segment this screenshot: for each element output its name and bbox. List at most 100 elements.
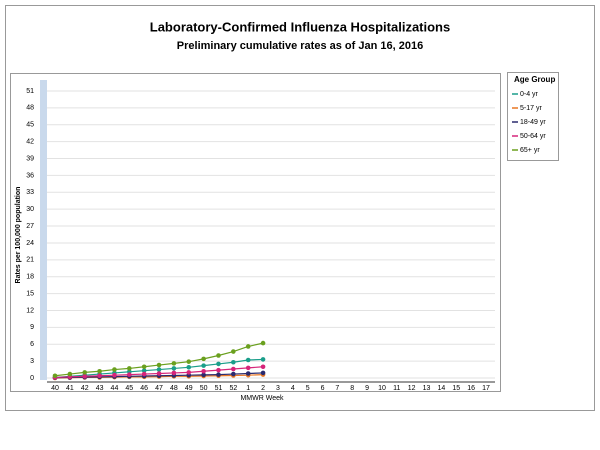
chart-title: Laboratory-Confirmed Influenza Hospitali… [150, 19, 450, 34]
data-point [231, 359, 236, 365]
legend [507, 72, 559, 161]
y-axis-label: Rates per 100,000 population [15, 187, 22, 284]
data-point [231, 371, 236, 377]
chart-subtitle: Preliminary cumulative rates as of Jan 1… [177, 40, 423, 52]
x-tick-label: 17 [482, 385, 490, 392]
y-tick-label: 45 [26, 122, 34, 129]
x-tick-label: 14 [438, 385, 446, 392]
x-tick-label: 7 [335, 385, 339, 392]
data-point [171, 366, 177, 371]
y-tick-label: 24 [26, 240, 34, 247]
y-tick-label: 15 [26, 290, 34, 297]
y-tick-label: 30 [26, 206, 34, 213]
y-tick-label: 18 [26, 274, 34, 281]
x-tick-label: 51 [215, 385, 223, 392]
legend-label: 5-17 yr [520, 105, 542, 112]
data-point [141, 371, 147, 377]
data-point [260, 357, 266, 362]
data-point [186, 370, 192, 375]
y-tick-label: 42 [26, 138, 34, 145]
y-tick-label: 33 [26, 189, 34, 196]
x-tick-label: 1 [246, 385, 250, 392]
data-point [82, 374, 88, 379]
data-point [112, 372, 117, 378]
legend-label: 65+ yr [520, 147, 540, 154]
data-point [216, 353, 221, 358]
data-point [171, 370, 177, 376]
y-tick-label: 6 [30, 341, 34, 348]
x-tick-label: 50 [200, 385, 208, 392]
y-tick-label: 39 [26, 155, 34, 162]
data-point [260, 370, 266, 376]
y-tick-label: 3 [30, 358, 34, 365]
x-tick-label: 52 [229, 385, 237, 392]
x-tick-label: 46 [140, 385, 148, 392]
legend-label: 0-4 yr [520, 91, 539, 98]
data-point [67, 371, 73, 377]
x-tick-label: 45 [125, 385, 133, 392]
x-tick-label: 44 [111, 385, 119, 392]
x-tick-label: 12 [408, 385, 416, 392]
data-point [141, 368, 147, 373]
x-tick-label: 47 [155, 385, 163, 392]
legend-title: Age Group [514, 75, 555, 84]
x-tick-label: 48 [170, 385, 178, 392]
data-point [201, 368, 206, 374]
data-point [112, 367, 117, 372]
data-point [127, 366, 132, 371]
data-point [245, 344, 251, 349]
x-tick-label: 3 [276, 385, 280, 392]
x-tick-label: 15 [452, 385, 460, 392]
data-point [216, 367, 221, 373]
data-point [186, 365, 192, 370]
x-tick-label: 5 [306, 385, 310, 392]
data-point [216, 361, 221, 367]
x-tick-label: 43 [96, 385, 104, 392]
x-tick-label: 2 [261, 385, 265, 392]
x-tick-label: 4 [291, 385, 295, 392]
x-tick-label: 40 [51, 385, 59, 392]
data-point [156, 367, 162, 372]
data-point [245, 371, 251, 376]
data-point [52, 373, 58, 379]
data-point [97, 368, 102, 374]
data-point [156, 362, 162, 368]
y-tick-label: 9 [30, 324, 34, 331]
data-point [186, 359, 192, 364]
data-point [156, 371, 162, 376]
x-tick-label: 16 [467, 385, 475, 392]
y-tick-label: 12 [26, 307, 34, 314]
data-point [201, 372, 206, 378]
data-point [231, 349, 236, 354]
data-point [97, 373, 102, 379]
x-tick-label: 6 [321, 385, 325, 392]
legend-label: 50-64 yr [520, 133, 546, 140]
data-point [245, 357, 251, 363]
x-tick-label: 13 [423, 385, 431, 392]
y-tick-label: 27 [26, 223, 34, 230]
y-tick-label: 0 [30, 375, 34, 382]
data-point [216, 372, 221, 377]
legend-label: 18-49 yr [520, 119, 546, 126]
data-point [171, 361, 177, 366]
x-tick-label: 49 [185, 385, 193, 392]
x-tick-label: 42 [81, 385, 89, 392]
data-point [127, 372, 132, 377]
data-point [201, 356, 206, 362]
data-point [201, 363, 206, 368]
plot-frame [10, 73, 501, 392]
data-point [82, 370, 88, 375]
y-tick-label: 36 [26, 172, 34, 179]
x-tick-label: 41 [66, 385, 74, 392]
x-axis-label: MMWR Week [240, 395, 284, 402]
data-point [141, 364, 147, 370]
axis-strip [40, 80, 47, 380]
data-point [260, 340, 266, 346]
x-tick-label: 10 [378, 385, 386, 392]
y-tick-label: 21 [26, 257, 34, 264]
data-point [245, 365, 251, 371]
data-point [260, 364, 266, 370]
x-tick-label: 8 [350, 385, 354, 392]
x-tick-label: 9 [365, 385, 369, 392]
